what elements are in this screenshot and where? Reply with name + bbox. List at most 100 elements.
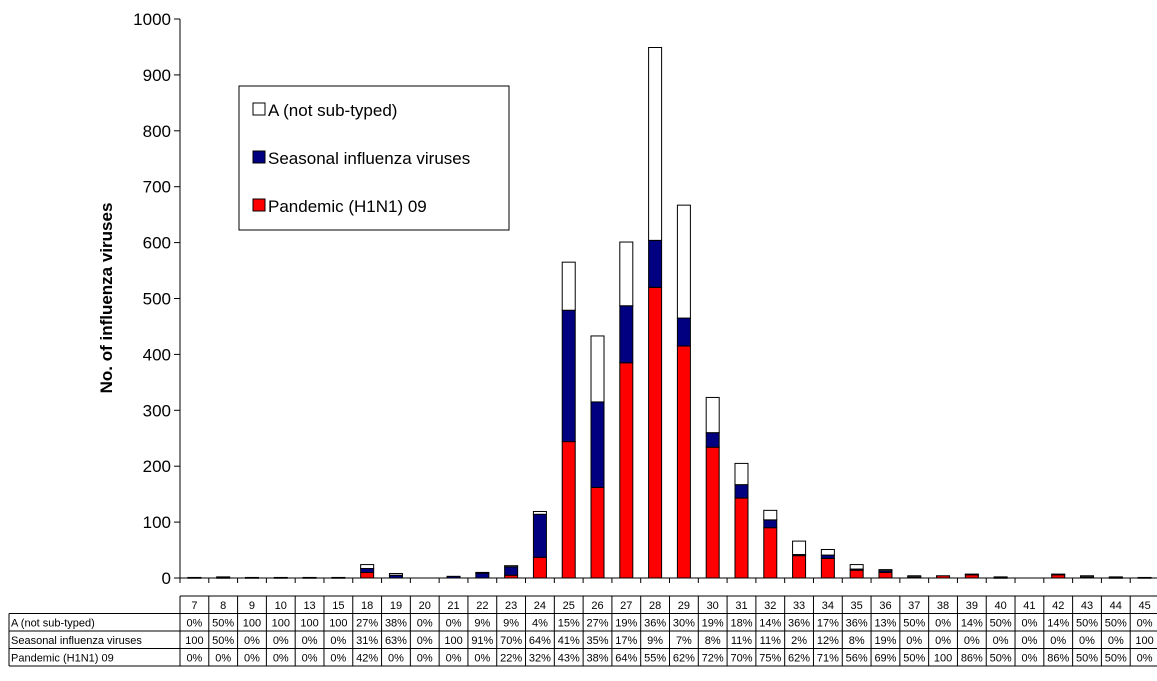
table-cell: 8%: [705, 635, 721, 647]
legend-label-seasonal: Seasonal influenza viruses: [268, 149, 470, 168]
table-cell: 100: [329, 618, 347, 630]
bar-segment: [1051, 573, 1066, 576]
table-cell: 0%: [1137, 653, 1153, 665]
table-cell: 50%: [990, 618, 1012, 630]
table-cell: 14%: [961, 618, 983, 630]
bar-segment: [561, 441, 576, 579]
bar-segment: [849, 564, 864, 570]
bar-segment: [648, 286, 663, 579]
bar-segment: [532, 510, 547, 515]
bar-segment: [360, 567, 375, 573]
y-tick-label: 1000: [133, 10, 171, 29]
table-cell: 100: [272, 618, 290, 630]
table-cell: 0%: [388, 653, 404, 665]
table-cell: 50%: [1105, 618, 1127, 630]
bar-segment: [561, 309, 576, 443]
table-row-label: Seasonal influenza viruses: [11, 635, 142, 647]
table-cell: 18%: [730, 618, 752, 630]
y-tick-label: 200: [143, 457, 171, 476]
legend: A (not sub-typed) Seasonal influenza vir…: [238, 85, 510, 231]
table-cell: 50%: [1105, 653, 1127, 665]
legend-swatch-a-not-subtyped: [252, 102, 266, 116]
table-cell: 31%: [356, 635, 378, 647]
table-cell: 0%: [186, 618, 202, 630]
x-category-label: 38: [937, 600, 949, 612]
table-cell: 38%: [385, 618, 407, 630]
legend-swatch-seasonal: [252, 150, 266, 164]
bar-segment: [590, 401, 605, 488]
bar-segment: [763, 527, 778, 579]
table-cell: 50%: [1076, 653, 1098, 665]
bar-segment: [475, 572, 490, 579]
table-cell: 70%: [500, 635, 522, 647]
table-cell: 41%: [558, 635, 580, 647]
table-cell: 0%: [964, 635, 980, 647]
bar-segment: [849, 569, 864, 579]
bar-segment: [561, 261, 576, 311]
x-category-label: 25: [563, 600, 575, 612]
table-cell: 9%: [647, 635, 663, 647]
x-category-label: 27: [620, 600, 632, 612]
x-category-label: 18: [361, 600, 373, 612]
bar-segment: [705, 432, 720, 448]
x-category-label: 22: [476, 600, 488, 612]
table-cell: 42%: [356, 653, 378, 665]
x-category-label: 30: [707, 600, 719, 612]
x-category-label: 36: [879, 600, 891, 612]
bar-segment: [734, 462, 749, 486]
table-row-label: A (not sub-typed): [11, 618, 95, 630]
table-cell: 27%: [356, 618, 378, 630]
bar-segment: [705, 396, 720, 434]
table-cell: 35%: [586, 635, 608, 647]
table-cell: 4%: [532, 618, 548, 630]
bar-segment: [619, 241, 634, 307]
bar-segment: [907, 575, 922, 578]
table-cell: 36%: [846, 618, 868, 630]
table-cell: 100: [934, 653, 952, 665]
table-cell: 50%: [903, 618, 925, 630]
table-cell: 15%: [558, 618, 580, 630]
table-cell: 0%: [330, 635, 346, 647]
table-cell: 86%: [1047, 653, 1069, 665]
bar-segment: [878, 571, 893, 579]
x-category-label: 28: [649, 600, 661, 612]
table-cell: 72%: [702, 653, 724, 665]
data-table: 7 8 9 10 13 15 18 19 20 21 22 23 24 25 26 27 28 29 30 31 32 3…: [8, 595, 1157, 667]
table-cell: 0%: [1137, 618, 1153, 630]
bar-segment: [504, 565, 519, 568]
bar-segment: [676, 345, 691, 579]
table-cell: 64%: [529, 635, 551, 647]
x-category-label: 34: [822, 600, 834, 612]
x-category-label: 19: [390, 600, 402, 612]
table-cell: 50%: [990, 653, 1012, 665]
y-tick-label: 400: [143, 345, 171, 364]
table-cell: 9%: [503, 618, 519, 630]
bar-segment: [388, 573, 403, 576]
table-cell: 17%: [615, 635, 637, 647]
x-category-label: 7: [191, 600, 197, 612]
table-cell: 32%: [529, 653, 551, 665]
x-category-label: 39: [966, 600, 978, 612]
table-cell: 0%: [302, 635, 318, 647]
table-cell: 0%: [417, 635, 433, 647]
table-cell: 0%: [273, 653, 289, 665]
table-cell: 13%: [874, 618, 896, 630]
x-axis: [179, 577, 1157, 583]
table-cell: 0%: [244, 635, 260, 647]
x-category-label: 8: [220, 600, 226, 612]
x-category-label: 43: [1081, 600, 1093, 612]
table-cell: 64%: [615, 653, 637, 665]
table-cell: 0%: [302, 653, 318, 665]
bar-segment: [475, 571, 490, 574]
bar-segment: [360, 571, 375, 579]
table-cell: 0%: [446, 653, 462, 665]
table-cell: 43%: [558, 653, 580, 665]
x-category-label: 29: [678, 600, 690, 612]
table-cell: 56%: [846, 653, 868, 665]
table-cell: 0%: [446, 618, 462, 630]
y-tick-label: 0: [162, 569, 171, 588]
y-axis-title: No. of influenza viruses: [97, 203, 116, 394]
table-cell: 0%: [1021, 635, 1037, 647]
y-tick-label: 100: [143, 513, 171, 532]
